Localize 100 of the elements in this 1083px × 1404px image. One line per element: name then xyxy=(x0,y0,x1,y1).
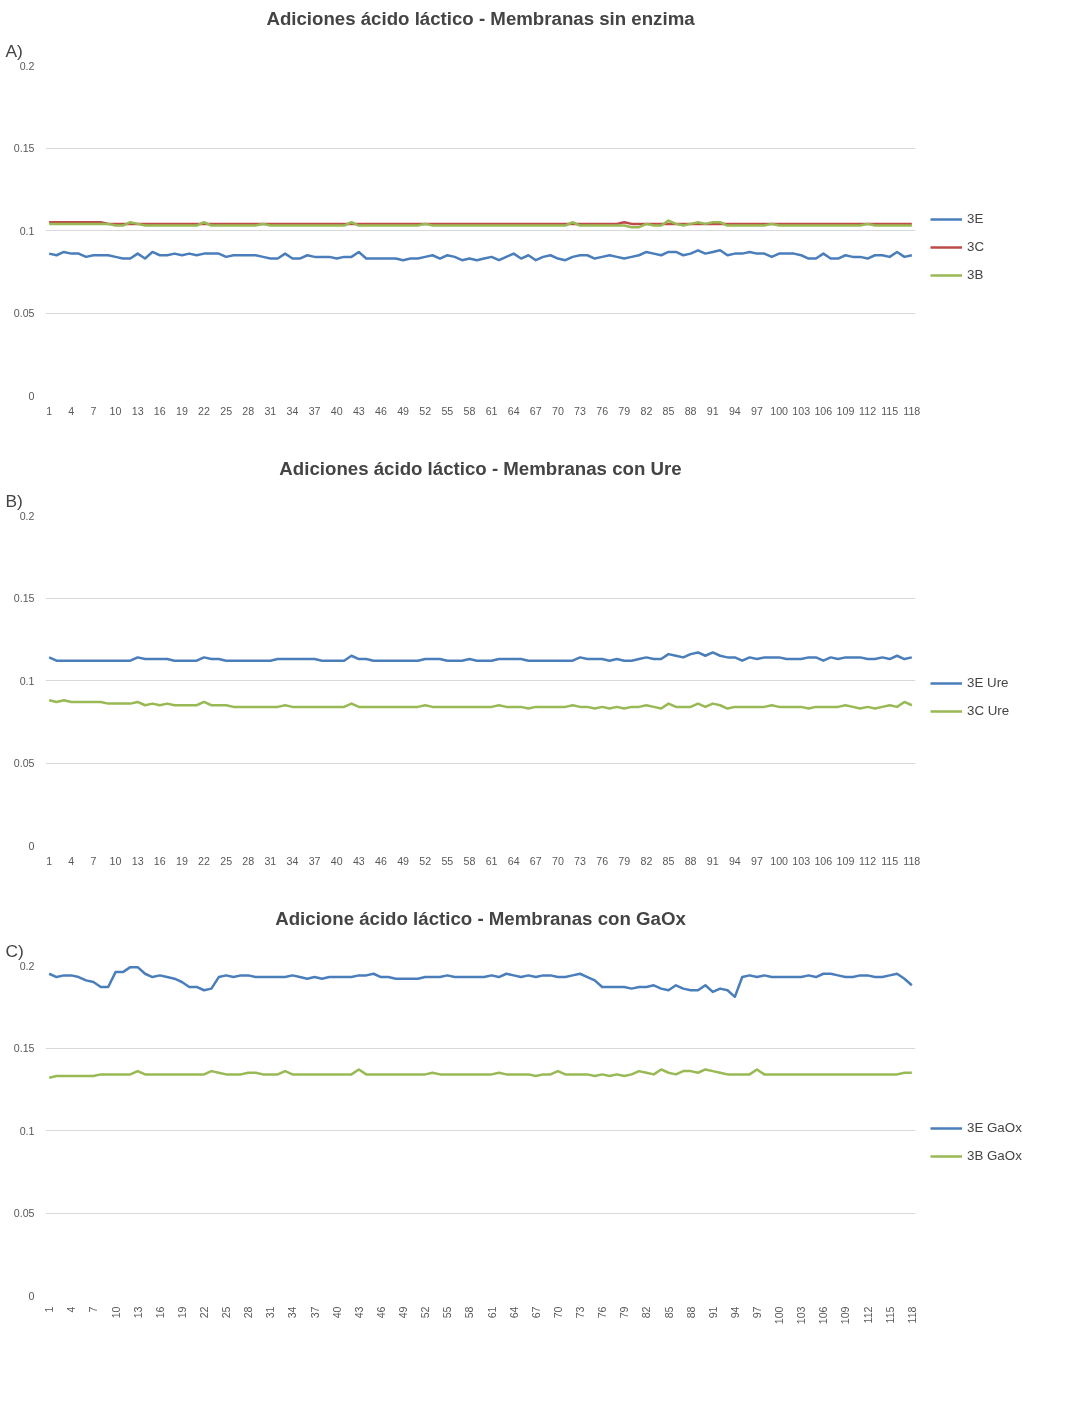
x-tick-label: 46 xyxy=(375,854,387,867)
x-tick-label: 4 xyxy=(65,1306,78,1313)
x-tick-label: 58 xyxy=(463,404,476,417)
x-tick-label: 61 xyxy=(485,854,498,867)
x-tick-label: 79 xyxy=(618,854,631,867)
x-tick-label: 19 xyxy=(175,1306,188,1319)
x-tick-label: 40 xyxy=(330,404,343,417)
line-series xyxy=(47,651,914,662)
x-tick-label: 85 xyxy=(662,1306,675,1319)
x-tick-label: 19 xyxy=(175,854,188,867)
y-tick-label: 0 xyxy=(28,389,35,402)
x-tick-label: 16 xyxy=(153,1306,166,1319)
x-tick-label: 64 xyxy=(507,854,520,867)
x-tick-label: 31 xyxy=(264,1306,277,1319)
legend-label: 3B GaOx xyxy=(967,1148,1022,1163)
x-tick-label: 49 xyxy=(397,1306,410,1319)
x-tick-label: 28 xyxy=(242,854,255,867)
x-tick-label: 34 xyxy=(286,1306,299,1319)
x-tick-label: 28 xyxy=(242,1306,255,1319)
y-tick-label: 0 xyxy=(28,1289,35,1302)
x-tick-label: 76 xyxy=(596,854,609,867)
x-tick-label: 94 xyxy=(728,404,741,417)
y-tick-label: 0.2 xyxy=(19,959,35,972)
x-tick-label: 106 xyxy=(817,1306,830,1325)
x-tick-label: 79 xyxy=(618,404,631,417)
y-tick-label: 0.15 xyxy=(13,1042,35,1054)
x-tick-label: 34 xyxy=(286,404,299,417)
x-tick-label: 76 xyxy=(596,404,609,417)
x-tick-label: 82 xyxy=(640,1306,653,1319)
x-tick-label: 16 xyxy=(153,854,166,867)
chart-title: Adiciones ácido láctico - Membranas sin enzima xyxy=(266,7,696,29)
x-tick-label: 52 xyxy=(419,854,432,867)
x-tick-label: 37 xyxy=(308,854,321,867)
x-tick-label: 106 xyxy=(814,854,833,867)
x-tick-label: 70 xyxy=(551,854,564,867)
x-tick-label: 91 xyxy=(706,404,719,417)
x-tick-label: 97 xyxy=(751,404,763,417)
x-tick-label: 22 xyxy=(198,854,211,867)
x-tick-label: 94 xyxy=(728,1306,741,1319)
x-tick-label: 112 xyxy=(861,1306,874,1324)
x-tick-label: 115 xyxy=(881,854,899,867)
x-tick-label: 97 xyxy=(750,1306,763,1319)
line-series xyxy=(47,965,914,999)
x-tick-label: 40 xyxy=(330,854,343,867)
text: B) xyxy=(5,490,23,511)
x-tick-label: 64 xyxy=(507,1306,520,1319)
x-tick-label: 70 xyxy=(551,404,564,417)
x-tick-label: 112 xyxy=(859,404,877,417)
x-tick-label: 31 xyxy=(264,854,277,867)
x-tick-label: 43 xyxy=(352,1306,365,1319)
x-tick-label: 28 xyxy=(242,404,255,417)
x-tick-label: 109 xyxy=(836,404,855,417)
x-tick-label: 1 xyxy=(46,854,53,867)
x-tick-label: 58 xyxy=(463,1306,476,1319)
legend-label: 3E Ure xyxy=(967,675,1009,690)
x-tick-label: 52 xyxy=(419,1306,432,1319)
x-tick-label: 10 xyxy=(109,1306,122,1319)
x-tick-label: 25 xyxy=(220,404,233,417)
y-tick-label: 0.2 xyxy=(19,59,35,72)
x-tick-label: 82 xyxy=(640,404,653,417)
x-tick-label: 13 xyxy=(131,1306,144,1319)
x-tick-label: 52 xyxy=(419,404,432,417)
x-tick-label: 55 xyxy=(441,1306,454,1319)
x-tick-label: 25 xyxy=(220,1306,233,1319)
legend-label: 3E GaOx xyxy=(967,1120,1022,1135)
legend-label: 3C xyxy=(967,239,986,254)
x-tick-label: 43 xyxy=(352,854,365,867)
x-tick-label: 118 xyxy=(905,1306,918,1324)
x-tick-label: 91 xyxy=(706,854,719,867)
x-tick-label: 100 xyxy=(773,1306,786,1325)
x-tick-label: 85 xyxy=(662,854,675,867)
x-tick-label: 13 xyxy=(131,854,144,867)
x-tick-label: 73 xyxy=(574,404,587,417)
x-tick-label: 49 xyxy=(397,404,410,417)
y-tick-label: 0.05 xyxy=(13,307,35,319)
x-tick-label: 4 xyxy=(68,404,75,417)
x-tick-label: 22 xyxy=(198,1306,211,1319)
x-tick-label: 61 xyxy=(485,1306,498,1319)
legend-label: 3C Ure xyxy=(967,703,1010,718)
x-tick-label: 55 xyxy=(441,854,454,867)
x-tick-label: 70 xyxy=(551,1306,564,1319)
y-tick-label: 0.05 xyxy=(13,1207,35,1219)
y-tick-label: 0.1 xyxy=(19,224,35,237)
x-tick-label: 31 xyxy=(264,404,277,417)
x-tick-label: 103 xyxy=(792,404,811,417)
x-tick-label: 73 xyxy=(574,854,587,867)
x-tick-label: 64 xyxy=(507,404,520,417)
y-tick-label: 0 xyxy=(28,839,35,852)
x-tick-label: 91 xyxy=(706,1306,719,1319)
x-tick-label: 10 xyxy=(109,854,122,867)
x-tick-label: 16 xyxy=(153,404,166,417)
x-tick-label: 19 xyxy=(175,404,188,417)
x-tick-label: 103 xyxy=(792,854,811,867)
x-tick-label: 22 xyxy=(198,404,211,417)
x-tick-label: 76 xyxy=(596,1306,609,1319)
x-tick-label: 61 xyxy=(485,404,498,417)
x-tick-label: 67 xyxy=(529,404,542,417)
x-tick-label: 67 xyxy=(529,854,542,867)
chart-title: Adicione ácido láctico - Membranas con GaOx xyxy=(275,907,687,929)
x-tick-label: 109 xyxy=(836,854,855,867)
